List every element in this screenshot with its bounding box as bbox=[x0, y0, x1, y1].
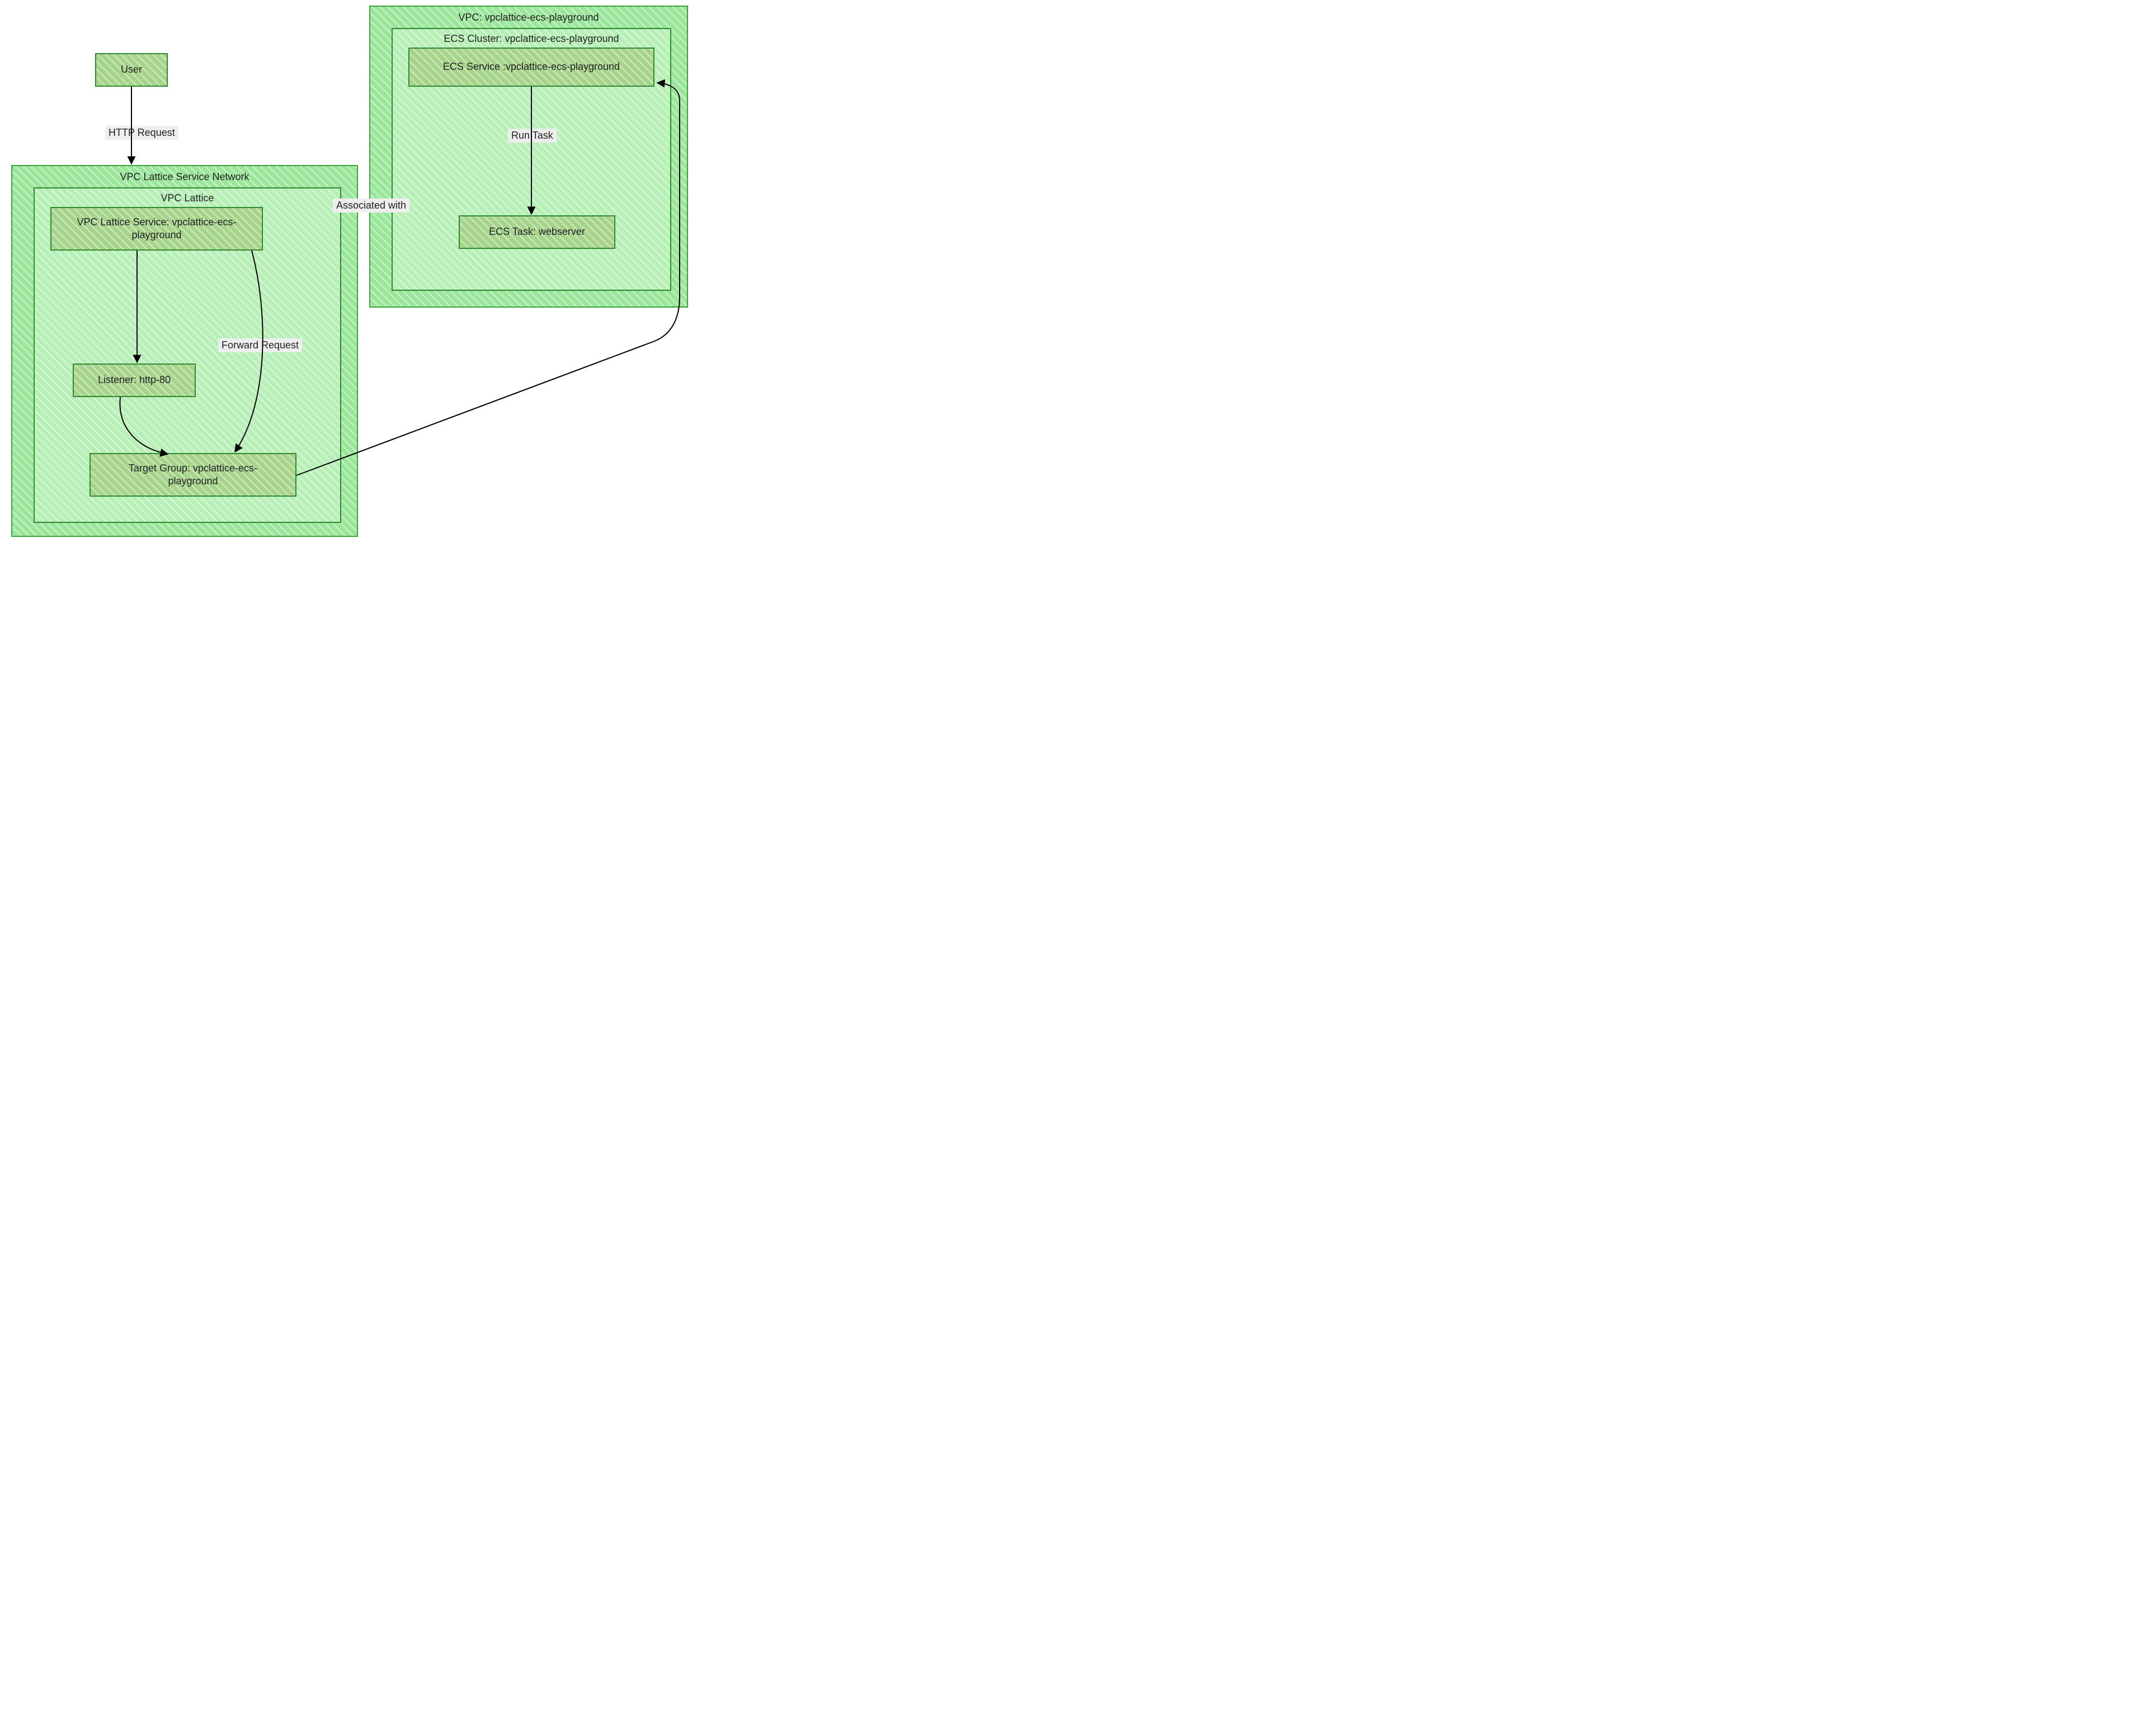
vpc-lattice-label: VPC Lattice bbox=[35, 190, 340, 207]
service-network-label: VPC Lattice Service Network bbox=[12, 168, 357, 186]
forward-request-label: Forward Request bbox=[218, 338, 302, 352]
ecs-service-label: ECS Service :vpclattice-ecs-playground bbox=[440, 58, 623, 76]
ecs-cluster-label: ECS Cluster: vpclattice-ecs-playground bbox=[393, 30, 670, 48]
vpc-label: VPC: vpclattice-ecs-playground bbox=[370, 9, 687, 26]
listener-node: Listener: http-80 bbox=[73, 364, 196, 397]
target-group-label: Target Group: vpclattice-ecs-playground bbox=[101, 460, 285, 490]
lattice-service-label: VPC Lattice Service: vpclattice-ecs-play… bbox=[62, 214, 252, 244]
run-task-label: Run Task bbox=[508, 129, 557, 143]
user-label: User bbox=[117, 61, 145, 78]
lattice-service-node: VPC Lattice Service: vpclattice-ecs-play… bbox=[50, 207, 263, 251]
ecs-task-label: ECS Task: webserver bbox=[486, 223, 588, 240]
target-group-node: Target Group: vpclattice-ecs-playground bbox=[90, 453, 296, 497]
http-request-label: HTTP Request bbox=[105, 126, 178, 140]
associated-with-label: Associated with bbox=[333, 199, 409, 213]
ecs-service-node: ECS Service :vpclattice-ecs-playground bbox=[408, 48, 654, 87]
user-node: User bbox=[95, 53, 168, 87]
ecs-task-node: ECS Task: webserver bbox=[459, 215, 615, 249]
listener-label: Listener: http-80 bbox=[95, 371, 174, 389]
